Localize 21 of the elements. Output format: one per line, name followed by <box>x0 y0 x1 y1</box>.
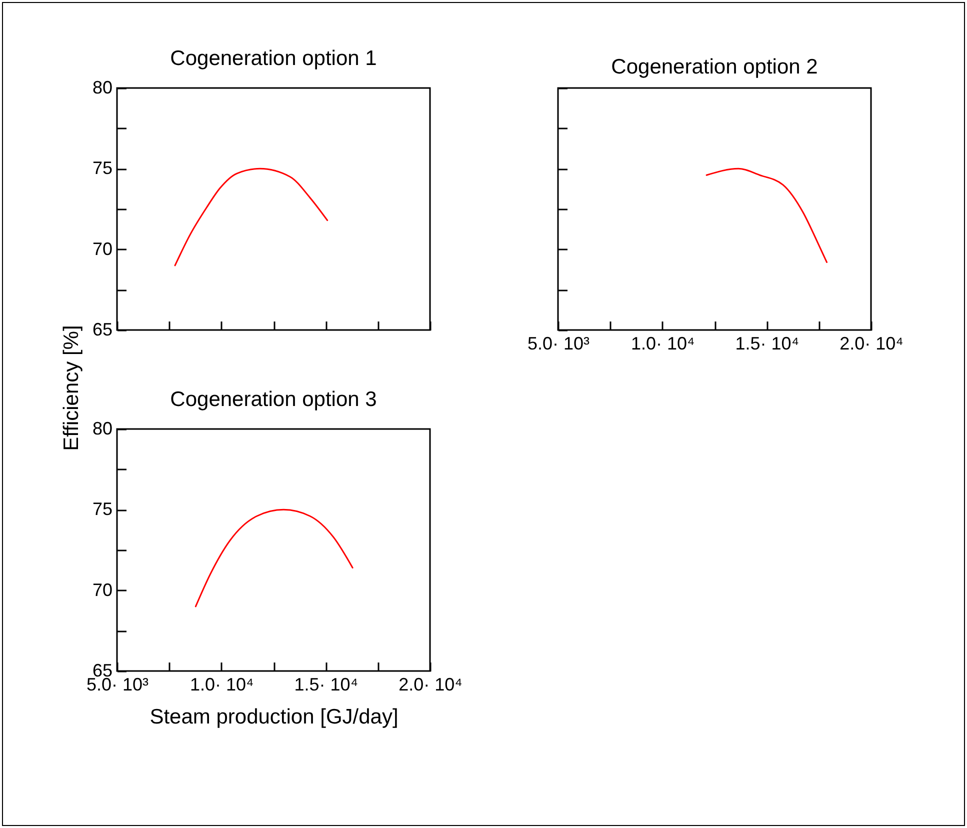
y-tick-label: 75 <box>92 499 112 520</box>
y-tick-label: 70 <box>92 238 112 259</box>
x-tick-label: 1.0· 10⁴ <box>630 334 695 354</box>
y-tick-label: 80 <box>92 78 112 98</box>
x-tick-label: 1.5· 10⁴ <box>294 674 358 694</box>
x-tick-label: 2.0· 10⁴ <box>398 674 462 694</box>
line-series <box>174 168 328 266</box>
chart-title: Cogeneration option 2 <box>611 55 818 78</box>
chart-title: Cogeneration option 3 <box>170 388 377 411</box>
x-axis-title: Steam production [GJ/day] <box>150 706 398 728</box>
y-tick-label: 80 <box>92 418 112 438</box>
y-tick-label: 75 <box>92 158 112 178</box>
y-tick-label: 70 <box>92 580 112 600</box>
x-tick-label: 2.0· 10⁴ <box>840 334 904 354</box>
y-tick-label: 65 <box>92 320 112 340</box>
x-tick-label: 1.0· 10⁴ <box>190 674 254 694</box>
line-series <box>194 508 354 608</box>
x-tick-label: 5.0· 10³ <box>527 334 590 354</box>
y-axis-title: Efficiency [%] <box>60 325 84 451</box>
x-tick-label: 1.5· 10⁴ <box>735 334 800 354</box>
chart-title: Cogeneration option 1 <box>170 47 377 70</box>
